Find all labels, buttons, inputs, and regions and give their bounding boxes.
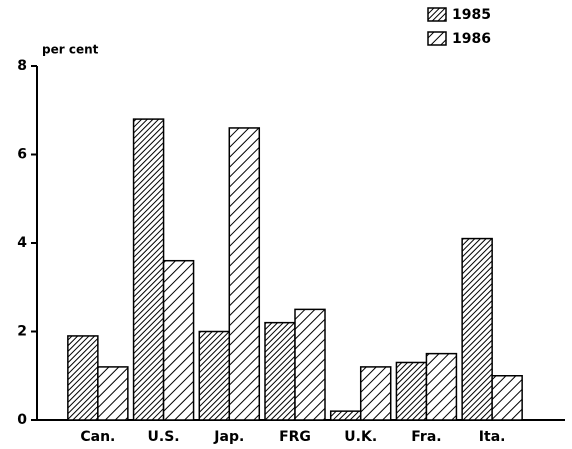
legend-swatch: [427, 7, 447, 22]
x-tick-label: U.S.: [148, 429, 180, 445]
y-axis-label: per cent: [42, 43, 99, 57]
x-tick-label: FRG: [279, 429, 311, 445]
legend-swatch: [427, 31, 447, 46]
x-tick-label: Fra.: [411, 429, 441, 445]
x-tick-label: Can.: [80, 429, 115, 445]
legend-label: 1986: [452, 31, 491, 47]
bar: [97, 366, 129, 421]
bar: [132, 118, 165, 421]
y-tick-label: 2: [17, 324, 27, 340]
bar: [198, 330, 231, 421]
bar: [294, 308, 326, 421]
bar: [264, 321, 296, 421]
bar: [491, 375, 523, 421]
bar: [329, 410, 362, 421]
bar: [461, 237, 493, 421]
legend-label: 1985: [452, 7, 491, 23]
y-tick-label: 4: [17, 235, 27, 251]
x-tick-label: U.K.: [344, 429, 377, 445]
y-tick-label: 8: [17, 58, 27, 74]
bar: [162, 259, 195, 421]
y-tick-label: 6: [17, 147, 27, 163]
bar: [67, 335, 99, 421]
bar: [425, 352, 458, 421]
y-tick-label: 0: [17, 412, 27, 428]
bar: [359, 366, 392, 421]
x-tick-label: Jap.: [213, 429, 244, 445]
x-tick-label: Ita.: [479, 429, 506, 445]
bar: [395, 361, 428, 421]
bar: [228, 127, 261, 421]
